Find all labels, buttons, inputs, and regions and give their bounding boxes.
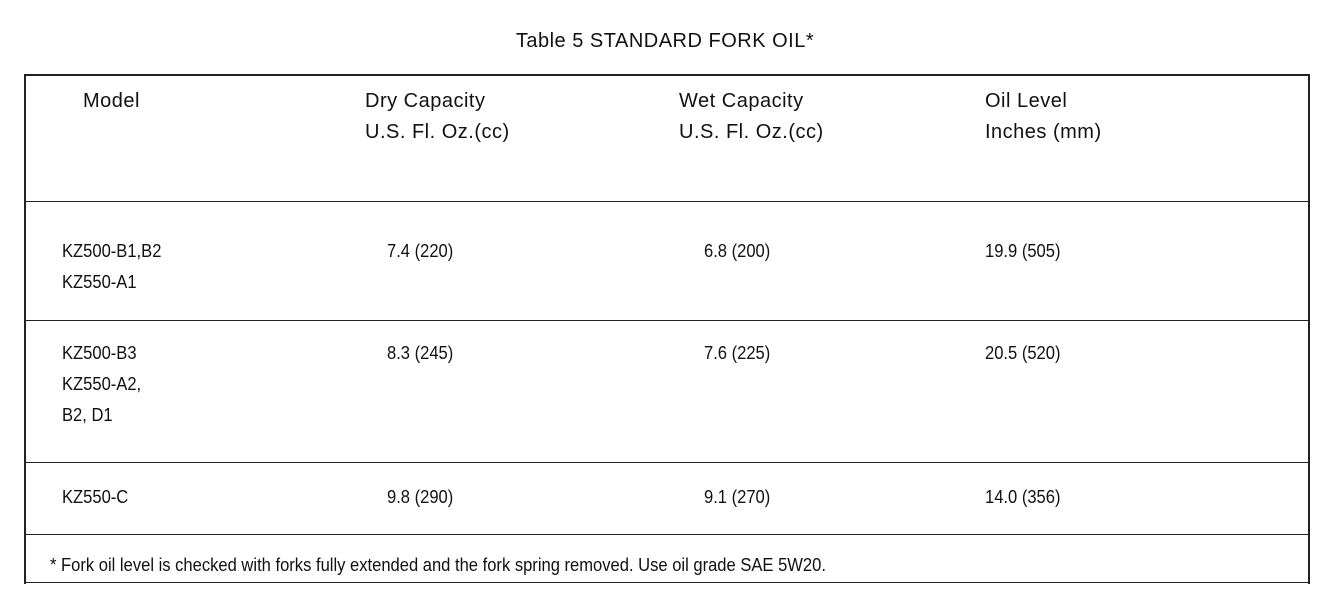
table-cell: 8.3 (245) bbox=[387, 343, 454, 363]
row-rule bbox=[24, 320, 1310, 321]
border-top bbox=[24, 74, 1310, 76]
table-cell: KZ550-C bbox=[62, 487, 129, 507]
row-rule bbox=[24, 534, 1310, 535]
column-header: Inches (mm) bbox=[985, 121, 1102, 143]
table-cell: KZ500-B1,B2 bbox=[62, 241, 162, 261]
column-header: Wet Capacity bbox=[679, 90, 804, 112]
table-cell: KZ500-B3 bbox=[62, 343, 137, 363]
table-cell: KZ550-A2, bbox=[62, 374, 142, 394]
footnote: * Fork oil level is checked with forks f… bbox=[50, 555, 826, 575]
table-title: Table 5 STANDARD FORK OIL* bbox=[515, 30, 815, 52]
table-cell: 14.0 (356) bbox=[985, 487, 1061, 507]
table-cell: 7.4 (220) bbox=[387, 241, 454, 261]
table-cell: 9.8 (290) bbox=[387, 487, 454, 507]
border-left bbox=[24, 74, 26, 584]
table-cell: B2, D1 bbox=[62, 405, 113, 425]
table-cell: 19.9 (505) bbox=[985, 241, 1061, 261]
column-header: U.S. Fl. Oz.(cc) bbox=[679, 121, 824, 143]
table-cell: 6.8 (200) bbox=[704, 241, 771, 261]
column-header: Model bbox=[83, 90, 140, 112]
column-header: U.S. Fl. Oz.(cc) bbox=[365, 121, 510, 143]
table-cell: 7.6 (225) bbox=[704, 343, 771, 363]
column-header: Dry Capacity bbox=[365, 90, 486, 112]
border-bottom bbox=[24, 582, 1310, 583]
row-rule bbox=[24, 462, 1310, 463]
border-right bbox=[1308, 74, 1310, 584]
table-cell: 9.1 (270) bbox=[704, 487, 771, 507]
row-rule bbox=[24, 201, 1310, 202]
table-cell: 20.5 (520) bbox=[985, 343, 1061, 363]
table-cell: KZ550-A1 bbox=[62, 272, 137, 292]
column-header: Oil Level bbox=[985, 90, 1068, 112]
